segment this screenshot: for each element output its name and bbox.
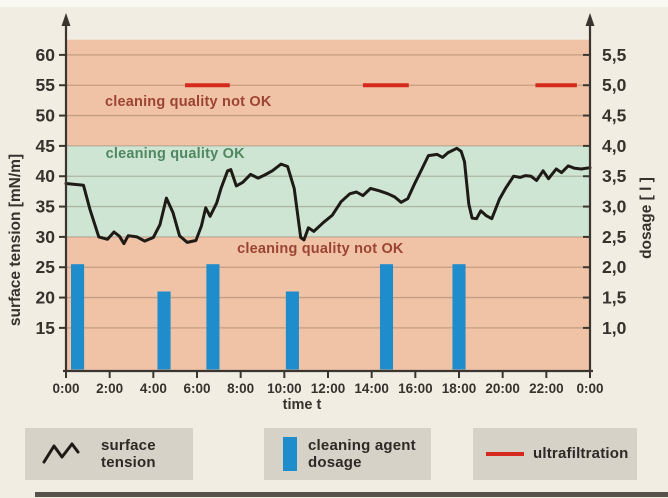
- left-tick-label: 20: [36, 288, 56, 308]
- legend-label: cleaning agent: [308, 436, 416, 454]
- left-tick-label: 40: [36, 166, 56, 186]
- x-tick-label: 20:00: [485, 381, 520, 396]
- left-tick-label: 50: [36, 106, 56, 126]
- left-tick-label: 15: [36, 318, 56, 338]
- left-tick-label: 25: [36, 257, 56, 277]
- legend-label: tension: [101, 454, 156, 471]
- zone-band-2: [66, 236, 590, 371]
- left-axis-arrow: [61, 13, 71, 26]
- right-tick-label: 2,5: [602, 227, 627, 247]
- x-tick-label: 12:00: [311, 381, 346, 396]
- right-tick-label: 3,5: [602, 166, 627, 186]
- zone-label-0: cleaning quality not OK: [105, 94, 272, 110]
- left-axis-title: surface tension [mN/m]: [7, 154, 24, 326]
- line-series-icon: [39, 441, 83, 467]
- surface-tension-chart: cleaning quality not OK cleaning quality …: [7, 13, 655, 413]
- legend-label: ultrafiltration: [533, 445, 629, 463]
- x-tick-label: 18:00: [442, 381, 477, 396]
- dosage-bar: [157, 291, 171, 370]
- left-tick-label: 45: [36, 136, 56, 156]
- bottom-edge-bar: [35, 492, 668, 497]
- dosage-bar: [452, 264, 466, 370]
- x-tick-label: 14:00: [354, 381, 389, 396]
- right-tick-label: 1,5: [602, 288, 627, 308]
- dosage-bar: [285, 291, 299, 370]
- left-tick-label: 55: [36, 75, 56, 95]
- right-axis-title: dosage [ l ]: [638, 177, 655, 259]
- x-tick-label: 6:00: [183, 381, 210, 396]
- right-tick-label: 4,0: [602, 136, 627, 156]
- ultrafiltration-line-icon: [485, 450, 525, 458]
- zone-label-1: cleaning quality OK: [106, 146, 245, 162]
- x-tick-label: 8:00: [227, 381, 254, 396]
- legend-label: surface: [101, 436, 156, 454]
- x-tick-label: 16:00: [398, 381, 433, 396]
- x-tick-label: 4:00: [140, 381, 167, 396]
- right-tick-label: 3,0: [602, 197, 627, 217]
- dosage-bar: [71, 264, 85, 370]
- zone-band-0: [66, 39, 590, 146]
- dosage-bar: [379, 264, 394, 370]
- right-tick-label: 2,0: [602, 257, 627, 277]
- top-edge-highlight: [0, 0, 668, 7]
- legend-item-ultrafiltration: ultrafiltration: [473, 428, 637, 480]
- x-tick-label: 22:00: [529, 381, 564, 396]
- x-tick-label: 10:00: [267, 381, 302, 396]
- legend-label: dosage: [308, 454, 362, 471]
- surface-tension-line: [64, 146, 592, 246]
- left-tick-label: 60: [36, 45, 56, 65]
- x-tick-label: 0:00: [52, 381, 79, 396]
- left-tick-label: 35: [36, 197, 56, 217]
- x-tick-label: 0:00: [576, 381, 603, 396]
- right-tick-label: 5,0: [602, 75, 627, 95]
- left-tick-label: 30: [36, 227, 56, 247]
- legend-item-surface-tension: surface tension: [25, 428, 193, 480]
- right-axis-arrow: [585, 13, 595, 26]
- right-tick-label: 5,5: [602, 45, 627, 65]
- legend-item-cleaning-agent-dosage: cleaning agent dosage: [264, 428, 431, 480]
- right-tick-label: 4,5: [602, 106, 627, 126]
- x-axis-title: time t: [283, 397, 322, 413]
- zone-label-2: cleaning quality not OK: [237, 241, 404, 257]
- bar-series-icon: [282, 437, 297, 471]
- dosage-bar: [206, 264, 220, 370]
- right-tick-label: 1,0: [602, 318, 627, 338]
- x-tick-label: 2:00: [96, 381, 123, 396]
